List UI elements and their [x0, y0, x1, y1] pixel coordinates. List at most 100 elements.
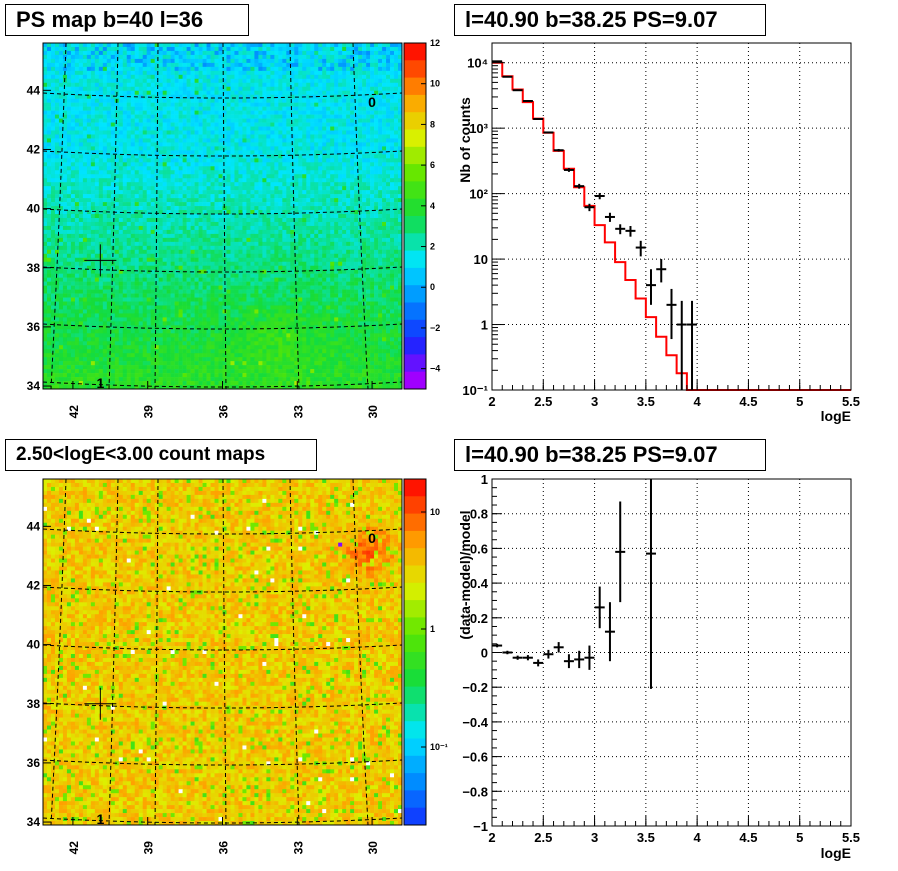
map-cell	[346, 225, 351, 231]
map-cell	[186, 150, 191, 155]
map-cell	[218, 110, 223, 115]
map-cell	[246, 98, 251, 103]
map-cell	[322, 50, 327, 56]
map-cell	[90, 110, 96, 115]
map-cell	[206, 225, 211, 231]
map-cell	[130, 245, 136, 251]
map-cell	[214, 166, 219, 171]
map-cell	[134, 229, 140, 235]
map-cell	[166, 82, 171, 88]
map-cell	[242, 58, 247, 64]
map-cell	[78, 202, 84, 207]
map-cell	[138, 221, 144, 227]
map-cell	[266, 182, 271, 187]
map-cell	[126, 66, 132, 72]
map-cell	[102, 237, 108, 243]
map-cell	[214, 214, 219, 219]
map-cell	[194, 225, 199, 231]
map-cell	[214, 233, 219, 239]
map-cell	[238, 66, 243, 72]
map-cell	[230, 221, 235, 227]
map-cell	[286, 154, 291, 159]
map-cell	[262, 102, 267, 107]
map-cell	[206, 245, 211, 251]
map-cell	[258, 241, 263, 247]
map-cell	[346, 241, 351, 247]
map-cell	[118, 257, 124, 263]
map-cell	[126, 90, 132, 95]
map-cell	[50, 142, 56, 147]
map-cell	[170, 249, 175, 255]
map-cell	[62, 106, 68, 111]
map-cell	[186, 106, 191, 111]
map-cell	[382, 190, 387, 195]
map-cell	[46, 130, 52, 135]
map-cell	[310, 130, 315, 135]
map-cell	[82, 214, 88, 219]
map-cell	[382, 86, 387, 92]
map-cell	[314, 194, 319, 199]
map-cell	[218, 138, 223, 143]
map-cell	[354, 202, 359, 207]
map-cell	[166, 78, 171, 84]
map-cell	[366, 134, 371, 139]
map-cell	[246, 74, 251, 80]
map-cell	[43, 178, 48, 183]
map-cell	[90, 134, 96, 139]
map-cell	[358, 202, 363, 207]
map-cell	[382, 202, 387, 207]
map-cell	[342, 110, 347, 115]
map-cell	[206, 102, 211, 107]
map-cell	[398, 130, 403, 135]
map-cell	[110, 98, 116, 103]
map-cell	[110, 170, 116, 175]
map-cell	[174, 150, 179, 155]
map-cell	[262, 202, 267, 207]
map-cell	[186, 126, 191, 131]
map-cell	[154, 214, 159, 219]
map-cell	[126, 174, 132, 179]
map-cell	[330, 142, 335, 147]
map-cell	[222, 86, 227, 92]
map-cell	[170, 162, 175, 167]
map-cell	[298, 70, 303, 76]
map-cell	[314, 253, 319, 259]
map-cell	[198, 43, 203, 48]
map-cell	[50, 54, 56, 60]
map-cell	[182, 58, 187, 64]
map-cell	[190, 118, 195, 123]
map-cell	[286, 102, 291, 107]
map-cell	[310, 190, 315, 195]
map-cell	[326, 102, 331, 107]
map-cell	[346, 174, 351, 179]
map-cell	[218, 118, 223, 123]
map-cell	[198, 166, 203, 171]
map-cell	[142, 122, 148, 127]
map-cell	[122, 58, 128, 64]
map-cell	[106, 221, 112, 227]
map-cell	[74, 261, 80, 267]
map-cell	[46, 229, 52, 235]
map-cell	[334, 54, 339, 60]
map-cell	[166, 74, 171, 80]
map-cell	[382, 114, 387, 119]
map-cell	[246, 46, 251, 52]
map-cell	[126, 253, 132, 259]
map-cell	[94, 210, 100, 215]
map-cell	[214, 98, 219, 103]
map-cell	[258, 233, 263, 239]
map-cell	[74, 94, 80, 99]
map-cell	[66, 245, 72, 251]
map-cell	[206, 221, 211, 227]
map-cell	[382, 241, 387, 247]
map-cell	[206, 90, 211, 95]
map-cell	[102, 138, 108, 143]
map-cell	[270, 229, 275, 235]
map-cell	[230, 257, 235, 263]
map-cell	[98, 114, 104, 119]
map-cell	[106, 249, 112, 255]
map-cell	[338, 245, 343, 251]
map-cell	[94, 126, 100, 131]
map-cell	[282, 217, 287, 223]
map-cell	[58, 245, 64, 251]
